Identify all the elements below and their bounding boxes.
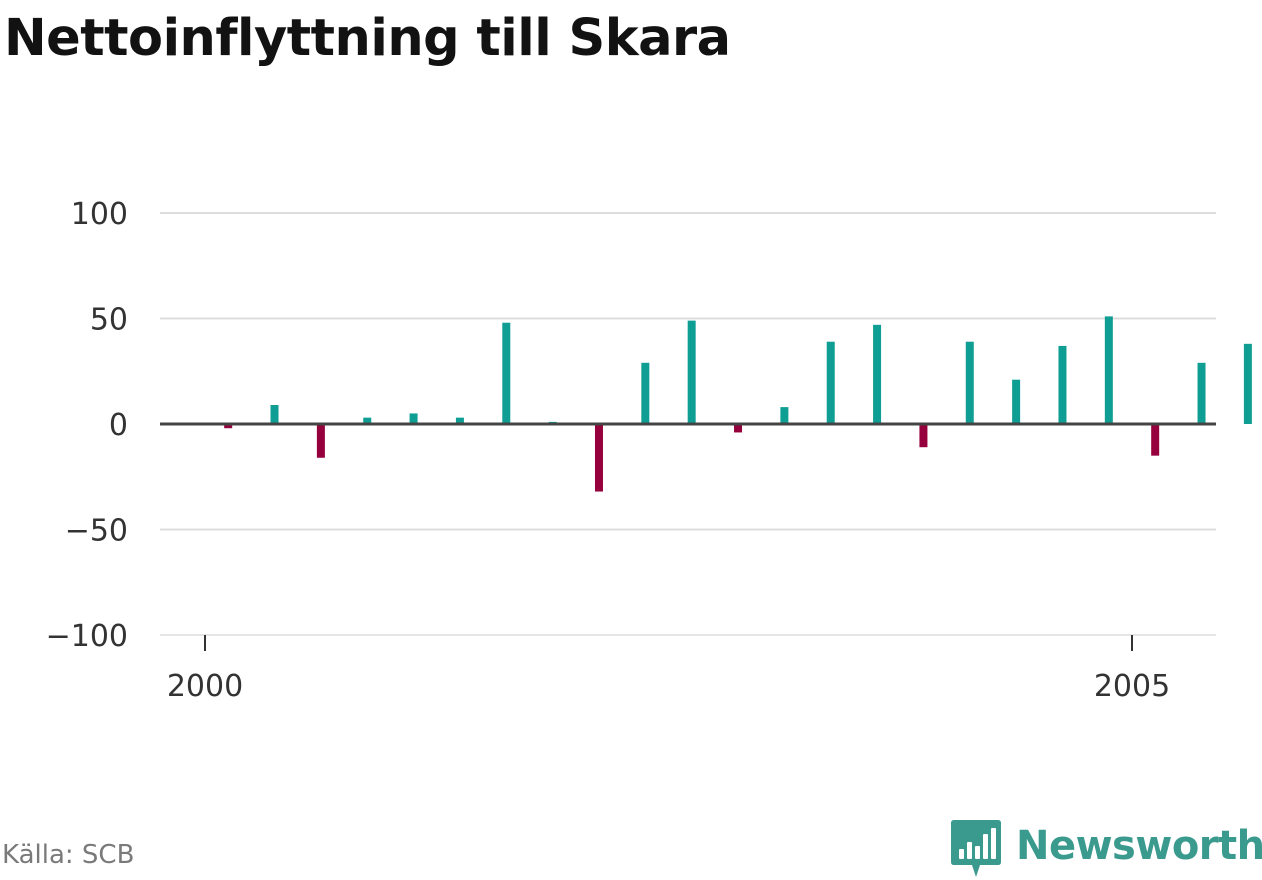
bar xyxy=(780,407,789,424)
bar xyxy=(270,405,279,424)
y-tick-label: 50 xyxy=(90,303,128,338)
x-axis: 200020052010201520202025 xyxy=(160,634,1216,704)
bar xyxy=(1104,316,1113,424)
chart-title: Nettoinflyttning till Skara xyxy=(4,9,731,68)
x-tick-label: 2000 xyxy=(167,669,243,704)
bar xyxy=(409,413,418,424)
y-tick-label: 100 xyxy=(71,197,128,232)
bar xyxy=(734,424,743,433)
bar xyxy=(919,424,928,448)
bar xyxy=(1151,424,1160,456)
y-axis: 100 50 0 −50 −100 xyxy=(46,197,128,654)
x-tick-label: 2005 xyxy=(1094,669,1170,704)
source-label: Källa: SCB xyxy=(2,840,135,870)
y-tick-label: −50 xyxy=(65,514,128,549)
bar xyxy=(826,341,835,424)
brand-name: Newsworthy xyxy=(1016,823,1262,869)
bar xyxy=(316,424,325,458)
bar xyxy=(594,424,603,492)
bar xyxy=(1243,343,1252,424)
bar xyxy=(873,324,882,424)
bar xyxy=(1197,362,1206,424)
bar xyxy=(1012,379,1021,424)
bar xyxy=(1058,345,1067,424)
bar xyxy=(502,322,511,424)
bar xyxy=(687,320,696,424)
newsworthy-logo-icon xyxy=(951,820,1001,877)
bar xyxy=(641,362,650,424)
bar xyxy=(965,341,974,424)
bar xyxy=(363,417,372,424)
bar xyxy=(455,417,464,424)
brand: Newsworthy xyxy=(950,818,1262,880)
bar xyxy=(224,424,233,429)
y-tick-label: 0 xyxy=(109,408,128,443)
bars xyxy=(224,316,1252,492)
y-tick-label: −100 xyxy=(46,619,128,654)
